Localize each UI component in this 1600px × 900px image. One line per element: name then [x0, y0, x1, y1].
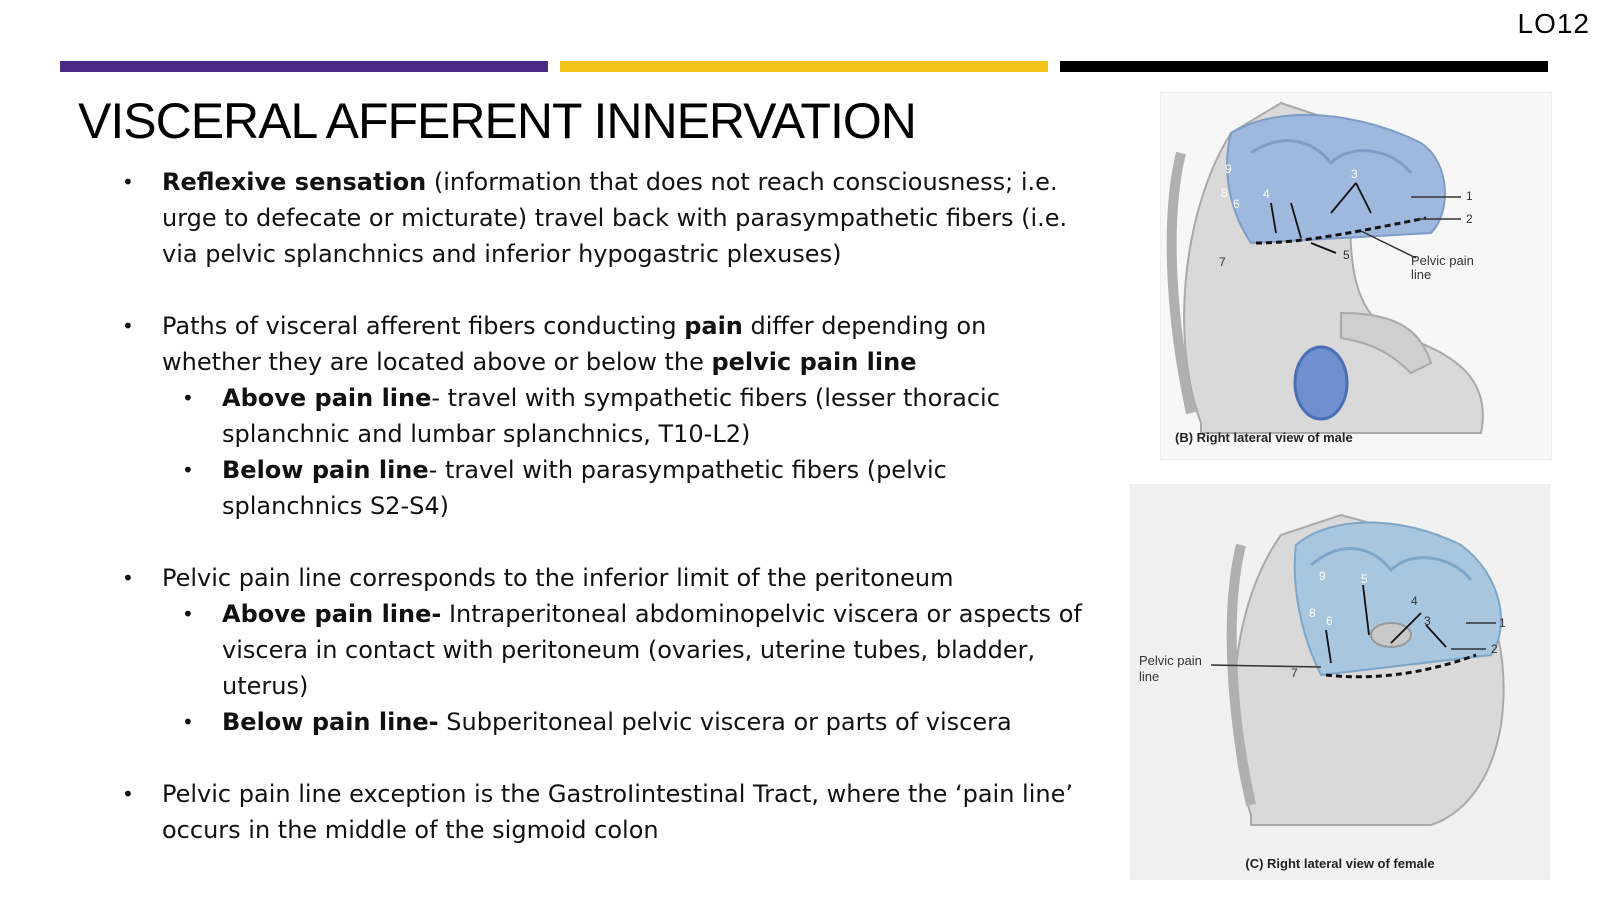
label-number: 6: [1233, 197, 1240, 211]
male-pelvis-figure: 9 8 6 4 3 1 2 7 5 Pelvic pain line (B) R…: [1160, 92, 1552, 460]
label-number: 2: [1466, 212, 1473, 226]
lo-tag: LO12: [1517, 8, 1590, 39]
accent-bar-gold: [560, 61, 1048, 72]
female-pelvis-figure: 9 5 8 6 4 3 1 2 7 Pelvic pain line (C) R…: [1130, 484, 1550, 880]
label-number: 7: [1291, 666, 1298, 680]
pelvic-pain-line-label: Pelvic pain: [1139, 653, 1202, 668]
bullet-bold-text: pain: [684, 312, 743, 340]
male-figure-caption: (B) Right lateral view of male: [1175, 430, 1353, 445]
bullet-text: Intraperitoneal abdominopelvic viscera o…: [222, 600, 1082, 700]
bullet-bold-text: Above pain line: [222, 384, 432, 412]
bullet-gi-exception: Pelvic pain line exception is the Gastro…: [122, 776, 1092, 848]
bullet-bold-text: Reflexive sensation: [162, 168, 427, 196]
label-number: 1: [1466, 189, 1473, 203]
bullet-text: Pelvic pain line corresponds to the infe…: [162, 564, 954, 592]
label-number: 8: [1309, 606, 1316, 620]
accent-bar-black: [1060, 61, 1548, 72]
bullet-bold-text: Above pain line-: [222, 600, 442, 628]
label-number: 3: [1351, 167, 1358, 181]
bullet-text: (information that does not reach conscio…: [162, 168, 1068, 268]
label-number: 6: [1326, 614, 1333, 628]
pelvic-pain-line-label: line: [1411, 267, 1431, 282]
sub-bullet-below-pain-line: Below pain line- Subperitoneal pelvic vi…: [182, 704, 1092, 740]
bullet-reflexive-sensation: Reflexive sensation (information that do…: [122, 164, 1092, 272]
female-pelvis-illustration: 9 5 8 6 4 3 1 2 7 Pelvic pain line: [1139, 513, 1506, 826]
label-number: 9: [1319, 569, 1326, 583]
bullet-pain-line-definition: Pelvic pain line corresponds to the infe…: [122, 560, 1092, 596]
female-figure-caption: (C) Right lateral view of female: [1245, 856, 1435, 871]
sub-bullet-above-pain-line: Above pain line- Intraperitoneal abdomin…: [182, 596, 1092, 704]
male-pelvis-illustration: 9 8 6 4 3 1 2 7 5 Pelvic pain line: [1166, 101, 1484, 434]
label-number: 7: [1219, 255, 1226, 269]
sub-bullet-above-pain-line: Above pain line- travel with sympathetic…: [182, 380, 1092, 452]
pelvic-pain-line-label: line: [1139, 669, 1159, 684]
bullet-text: - travel with parasympathetic fibers (pe…: [222, 456, 947, 520]
label-number: 4: [1263, 187, 1270, 201]
label-number: 3: [1424, 614, 1431, 628]
pelvic-pain-line-label: Pelvic pain: [1411, 253, 1474, 268]
bullet-bold-text: Below pain line-: [222, 708, 439, 736]
slide-title: VISCERAL AFFERENT INNERVATION: [78, 93, 917, 149]
label-number: 5: [1361, 572, 1368, 586]
sub-bullet-below-pain-line: Below pain line- travel with parasympath…: [182, 452, 1092, 524]
bullet-bold-text: Below pain line: [222, 456, 429, 484]
bullet-pain-paths: Paths of visceral afferent fibers conduc…: [122, 308, 1092, 380]
label-number: 1: [1499, 616, 1506, 630]
bullet-text: - travel with sympathetic fibers (lesser…: [222, 384, 1000, 448]
bullet-text: differ depending on whether they are loc…: [162, 312, 987, 376]
accent-bar-purple: [60, 61, 548, 72]
bullet-text: Pelvic pain line exception is the Gastro…: [162, 780, 1073, 844]
label-number: 8: [1221, 186, 1228, 200]
bullet-list: Reflexive sensation (information that do…: [122, 164, 1092, 848]
label-number: 2: [1491, 642, 1498, 656]
bullet-text: Subperitoneal pelvic viscera or parts of…: [438, 708, 1012, 736]
label-number: 5: [1343, 248, 1350, 262]
label-number: 9: [1225, 162, 1232, 176]
bullet-text: Paths of visceral afferent fibers conduc…: [162, 312, 685, 340]
bullet-bold-text: pelvic pain line: [711, 348, 917, 376]
label-number: 4: [1411, 594, 1418, 608]
